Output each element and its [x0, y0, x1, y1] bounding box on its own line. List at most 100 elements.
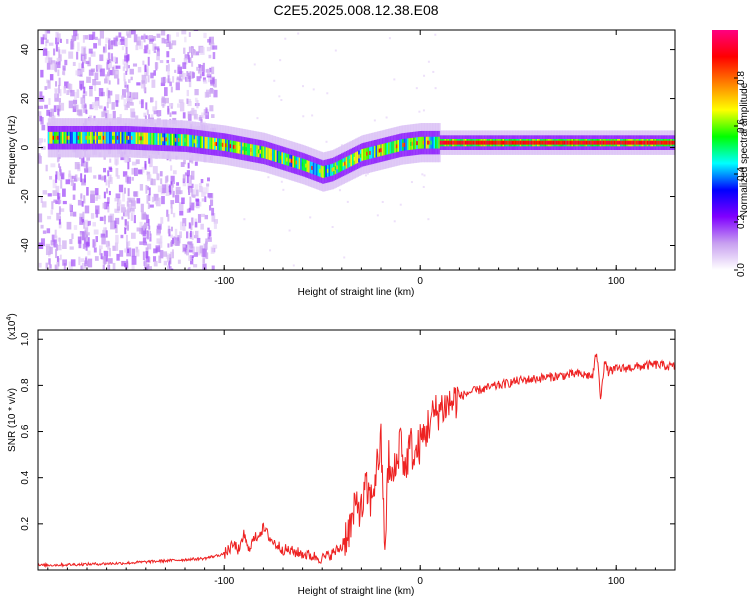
- heatmap-cell: [154, 133, 157, 145]
- heatmap-cell: [109, 69, 113, 76]
- heatmap-cell: [163, 133, 167, 146]
- heatmap-cell: [167, 214, 170, 222]
- heatmap-cell: [94, 131, 98, 144]
- heatmap-cell: [58, 49, 61, 58]
- heatmap-cell: [135, 159, 140, 165]
- x-tick-label: 0: [417, 576, 423, 587]
- heatmap-cell: [189, 187, 192, 193]
- heatmap-cell: [475, 140, 479, 145]
- heatmap-cell: [618, 140, 621, 145]
- heatmap-cell: [359, 153, 363, 158]
- heatmap-cell: [399, 139, 402, 152]
- heatmap-cell: [103, 250, 109, 257]
- heatmap-cell: [53, 105, 57, 113]
- heatmap-cell: [188, 207, 191, 213]
- heatmap-cell: [624, 140, 628, 145]
- heatmap-cell: [118, 32, 122, 38]
- heatmap-cell: [172, 190, 175, 198]
- heatmap-cell: [99, 54, 104, 62]
- heatmap-cell: [62, 240, 67, 249]
- heatmap-cell: [168, 184, 171, 193]
- heatmap-cell: [181, 30, 187, 35]
- heatmap-cell: [341, 159, 344, 171]
- heatmap-cell: [194, 89, 199, 96]
- heatmap-cell: [179, 210, 184, 216]
- heatmap-cell: [58, 84, 61, 94]
- heatmap-cell: [502, 140, 505, 145]
- heatmap-cell: [72, 183, 76, 191]
- heatmap-cell: [164, 87, 168, 97]
- heatmap-cell: [199, 201, 202, 207]
- heatmap-cell: [214, 141, 217, 146]
- heatmap-cell: [120, 95, 124, 100]
- heatmap-cell: [314, 163, 317, 175]
- heatmap-cell: [188, 268, 191, 270]
- heatmap-cell: [662, 140, 665, 145]
- heatmap-cell: [74, 91, 77, 101]
- heatmap-cell: [209, 137, 212, 150]
- heatmap-cell: [499, 140, 502, 145]
- heatmap-cell: [82, 243, 85, 249]
- heatmap-cell: [384, 143, 388, 155]
- heatmap-cell: [200, 119, 203, 126]
- heatmap-cell: [41, 146, 46, 150]
- heatmap-cell: [146, 109, 149, 115]
- heatmap-cell: [85, 242, 90, 248]
- heatmap-cell: [364, 152, 367, 157]
- heatmap-cell: [165, 65, 170, 72]
- heatmap-cell: [166, 133, 170, 146]
- heatmap-cell: [231, 140, 234, 153]
- heatmap-cell: [328, 164, 331, 177]
- heatmap-cell: [70, 212, 73, 217]
- heatmap-cell: [247, 268, 250, 270]
- heatmap-cell: [192, 194, 196, 198]
- heatmap-cell: [56, 57, 59, 63]
- heatmap-cell: [55, 135, 59, 140]
- heatmap-cell: [49, 74, 54, 81]
- snr-y-scale-base: (x10: [7, 320, 18, 340]
- heatmap-cell: [205, 252, 209, 260]
- heatmap-cell: [634, 140, 637, 145]
- heatmap-cell: [74, 131, 77, 144]
- heatmap-cell: [577, 140, 581, 145]
- heatmap-cell: [110, 53, 114, 62]
- heatmap-cell: [350, 154, 353, 167]
- heatmap-cell: [182, 174, 186, 182]
- heatmap-cell: [194, 161, 198, 166]
- heatmap-cell: [115, 131, 118, 144]
- heatmap-cell: [573, 140, 576, 145]
- heatmap-cell: [57, 192, 60, 200]
- heatmap-cell: [262, 146, 266, 159]
- heatmap-cell: [194, 221, 198, 228]
- heatmap-cell: [105, 74, 108, 84]
- heatmap-cell: [304, 163, 308, 168]
- heatmap-cell: [58, 193, 61, 199]
- heatmap-cell: [91, 102, 96, 109]
- heatmap-cell: [615, 140, 618, 145]
- heatmap-cell: [202, 77, 206, 82]
- heatmap-cell: [107, 39, 110, 48]
- x-tick-label: -100: [214, 276, 234, 287]
- heatmap-cell: [83, 47, 86, 55]
- heatmap-cell: [125, 234, 128, 243]
- heatmap-cell: [86, 237, 90, 247]
- heatmap-cell: [127, 211, 130, 220]
- heatmap-cell: [477, 140, 480, 145]
- heatmap-cell: [193, 252, 198, 257]
- heatmap-cell: [558, 140, 562, 145]
- heatmap-cell: [83, 239, 88, 248]
- heatmap-cell: [410, 181, 413, 184]
- heatmap-cell: [130, 197, 136, 202]
- heatmap-cell: [312, 88, 315, 91]
- heatmap-cell: [320, 165, 324, 178]
- heatmap-cell: [51, 115, 56, 121]
- y-tick-label: 0.4: [20, 470, 31, 484]
- heatmap-cell: [160, 77, 165, 84]
- heatmap-cell: [58, 101, 61, 109]
- heatmap-cell: [204, 136, 207, 149]
- heatmap-cell: [153, 248, 158, 254]
- heatmap-cell: [140, 35, 145, 40]
- heatmap-cell: [160, 30, 166, 36]
- heatmap-cell: [195, 189, 199, 197]
- heatmap-cell: [182, 223, 185, 231]
